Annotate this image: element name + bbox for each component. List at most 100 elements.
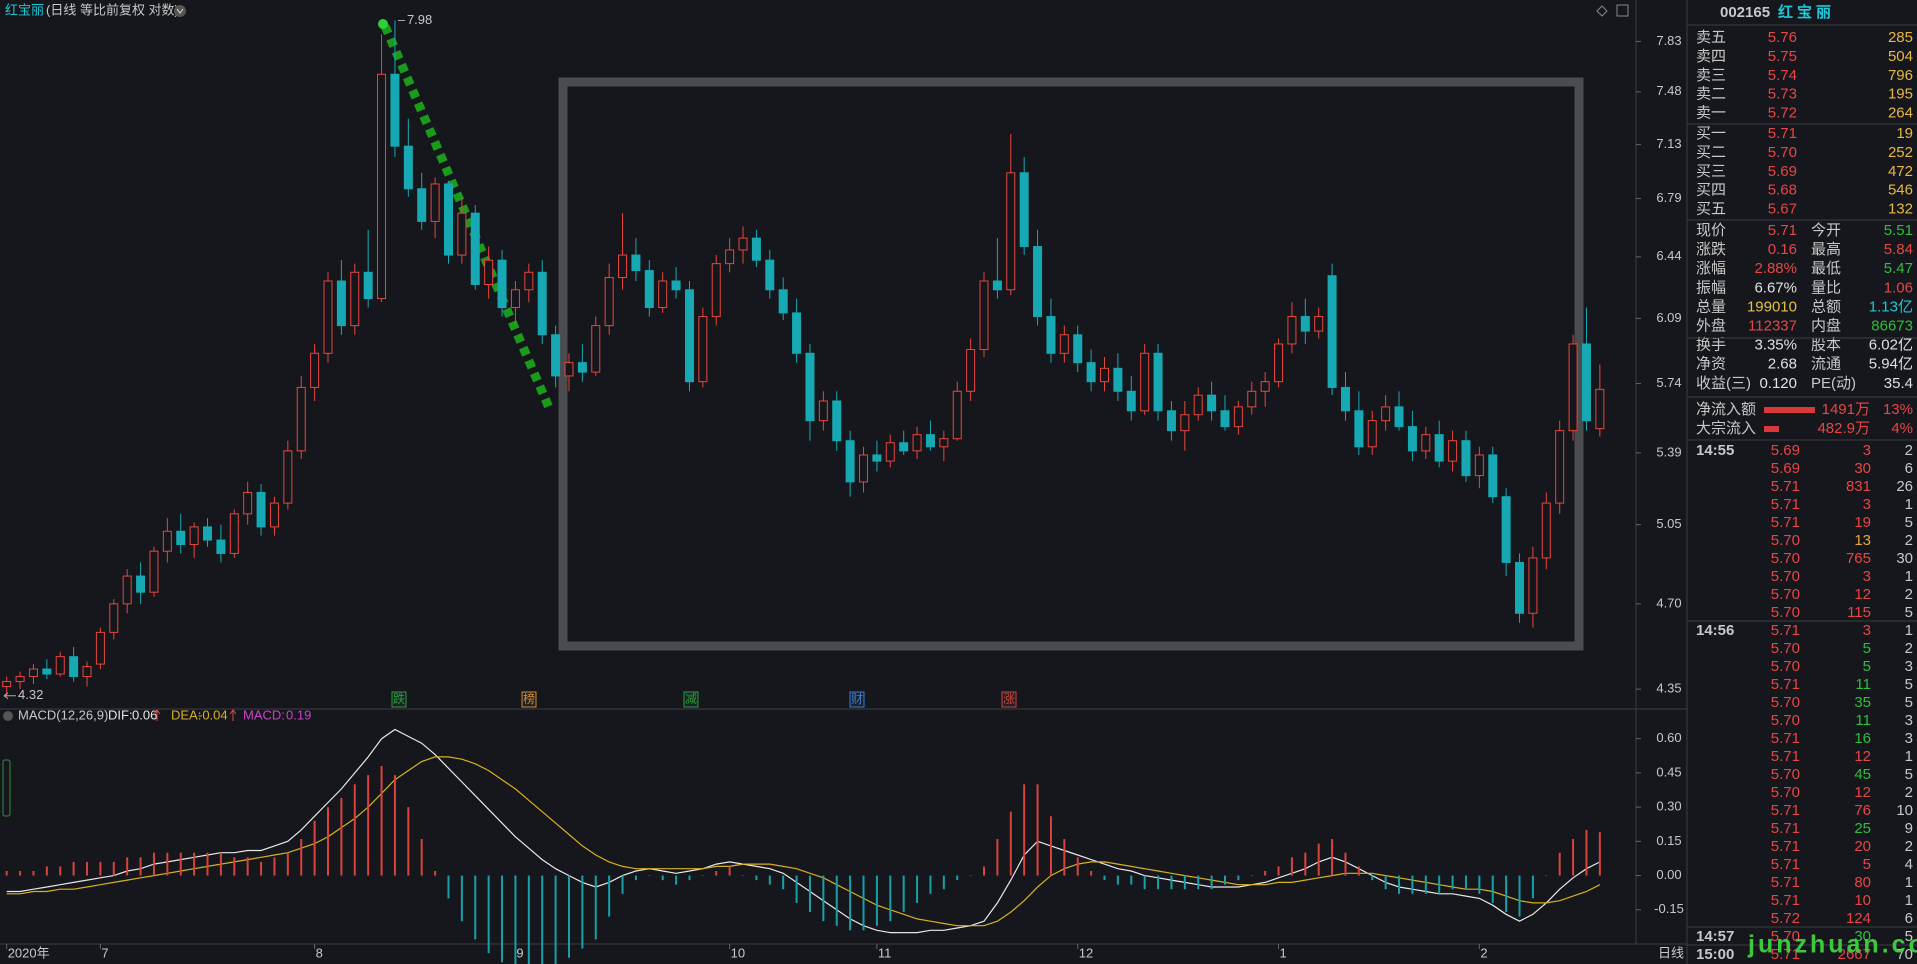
macd-bar [875,875,878,926]
trade-volume: 765 [1846,550,1871,567]
trade-count: 1 [1905,748,1913,765]
candle-body [1595,388,1605,430]
event-marker[interactable] [683,691,699,708]
trade-volume: 3 [1863,622,1871,639]
trade-volume: 25 [1854,820,1871,837]
candle-body [966,349,976,392]
drawing-handle[interactable] [378,19,388,29]
macd-bar [1023,784,1026,876]
macd-bar [340,797,343,876]
trade-volume: 3 [1863,496,1871,513]
candle-body [283,450,293,504]
y-tick-label: 6.09 [1656,310,1681,325]
book-label: 卖三 [1696,67,1726,84]
candle-body [778,289,788,314]
trade-count: 2 [1905,784,1913,801]
macd-bar [45,866,48,876]
trade-volume: 3 [1863,568,1871,585]
trade-volume: 831 [1846,478,1871,495]
trade-price: 5.70 [1771,712,1800,729]
stat-value: 2.88% [1754,260,1797,277]
trade-price: 5.70 [1771,784,1800,801]
event-marker[interactable] [849,691,865,708]
panel-toggle[interactable] [1616,4,1629,17]
macd-bar [942,875,945,890]
dropdown-icon[interactable] [174,5,186,17]
macd-bar [313,820,316,876]
candle-body [845,440,855,483]
y-tick-label: 5.05 [1656,516,1681,531]
macd-bar [969,875,972,877]
macd-bar [541,875,544,964]
candle-body [1046,316,1056,354]
book-price: 5.68 [1768,182,1797,199]
candle-body [1474,454,1484,477]
flow-amount: 482.9万 [1817,420,1870,437]
candle-body [859,454,869,483]
candle-body [885,442,895,462]
candle-body [1421,434,1431,452]
y-tick-label: 0.30 [1656,799,1681,814]
stat-label: 换手 [1696,337,1726,354]
y-tick-label: 4.35 [1656,681,1681,696]
macd-bar [514,875,517,964]
candle-body [1166,410,1176,432]
trade-price: 5.71 [1771,748,1800,765]
candle-body [818,400,828,422]
macd-bar [1009,811,1012,876]
macd-bar [166,852,169,876]
trade-price: 5.71 [1771,820,1800,837]
macd-bar [1491,875,1494,903]
stat-value: 35.4 [1884,375,1913,392]
trade-time: 14:55 [1696,442,1734,459]
macd-bar [715,870,718,876]
macd-bar [112,861,115,876]
candle-body [792,312,802,354]
candle-body [1555,430,1565,504]
stat-label: 量比 [1811,279,1841,296]
stat-label: 现价 [1696,222,1726,239]
event-marker[interactable] [391,691,407,708]
trade-count: 1 [1905,622,1913,639]
trade-count: 5 [1905,514,1913,531]
macd-bar [260,861,263,876]
event-marker[interactable] [1001,691,1017,708]
trade-count: 1 [1905,892,1913,909]
candle-body [1461,440,1471,477]
stat-value: 1.06 [1884,279,1913,296]
trade-volume: 124 [1846,910,1871,927]
trade-volume: 16 [1854,730,1871,747]
candle-body [350,271,360,327]
macd-bar [782,875,785,890]
indicator-menu-icon[interactable] [3,711,13,721]
stat-value: 3.35% [1754,337,1797,354]
trade-count: 3 [1905,712,1913,729]
book-volume: 285 [1888,29,1913,46]
event-marker[interactable] [521,691,537,708]
book-price: 5.75 [1768,48,1797,65]
trade-volume: 10 [1854,892,1871,909]
stat-label: 总额 [1811,298,1841,315]
macd-bar [1103,875,1106,881]
candle-body [577,362,587,373]
candle-body [136,575,146,593]
macd-bar [474,875,477,940]
candle-body [1381,406,1391,422]
event-label: 涨 [1003,691,1015,706]
candle-body [1340,386,1350,412]
trade-volume: 30 [1854,928,1871,945]
macd-bar [1518,875,1521,917]
trade-count: 1 [1905,874,1913,891]
x-tick-label: 2 [1480,945,1487,960]
stat-value: 5.47 [1884,260,1913,277]
draw-tool-icon[interactable] [1596,5,1608,17]
candle-body [390,73,400,147]
candle-body [698,316,708,383]
trade-time: 14:56 [1696,622,1734,639]
macd-bar [19,870,22,876]
candle-body [363,271,373,300]
trade-price: 5.70 [1771,604,1800,621]
candle-body [952,390,962,440]
y-tick-label: 6.79 [1656,190,1681,205]
